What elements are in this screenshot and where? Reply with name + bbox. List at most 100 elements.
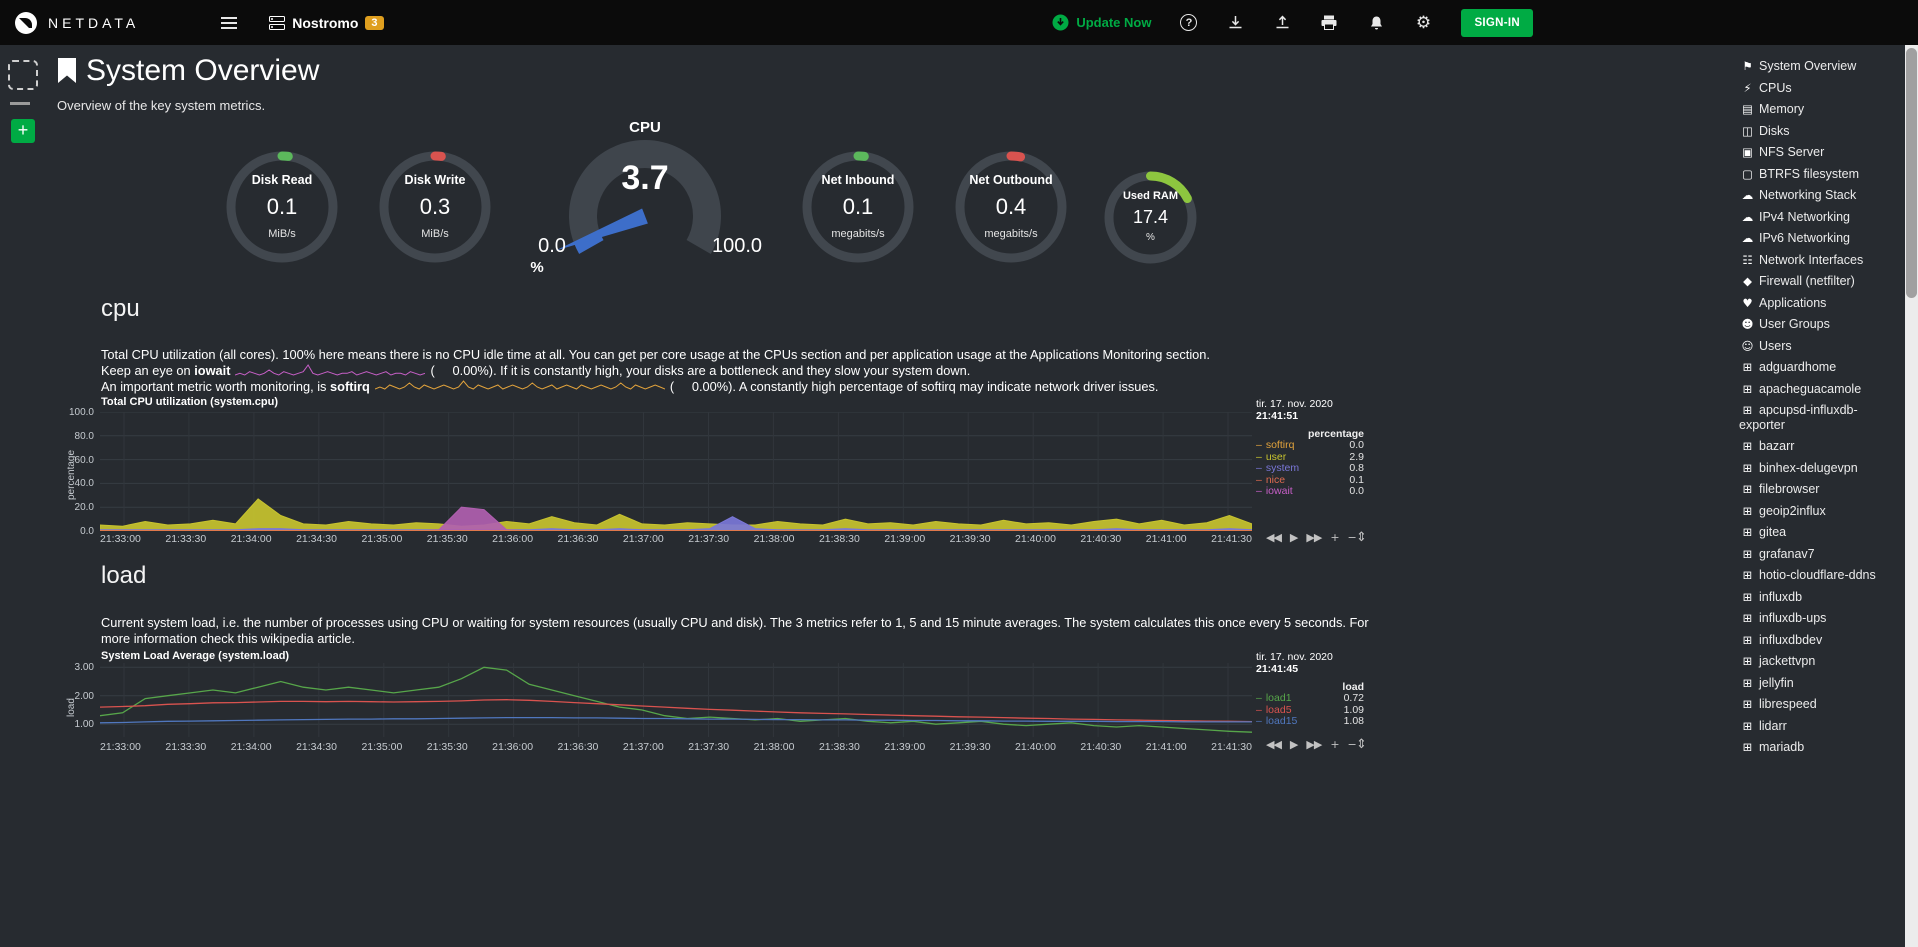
cpu-chart-plot[interactable]: [100, 412, 1252, 531]
gauge-unit: MiB/s: [421, 228, 449, 240]
legend-row-load1[interactable]: – load1 0.72: [1256, 692, 1364, 705]
legend-swatch: –: [1256, 485, 1262, 498]
settings-icon[interactable]: ⚙: [1415, 12, 1432, 33]
sidebar-item-influxdb[interactable]: ⊞ influxdb: [1739, 590, 1901, 605]
sidebar-item-disks[interactable]: ◫ Disks: [1739, 124, 1901, 139]
menu-icon[interactable]: [221, 16, 238, 29]
sidebar-item-librespeed[interactable]: ⊞ librespeed: [1739, 697, 1901, 712]
x-axis-tick: 21:41:00: [1145, 741, 1187, 753]
pan-backward-button[interactable]: ◀◀: [1266, 531, 1282, 544]
sidebar-item-lidarr[interactable]: ⊞ lidarr: [1739, 719, 1901, 734]
sidebar-item-hotio-cloudflare-ddns[interactable]: ⊞ hotio-cloudflare-ddns: [1739, 568, 1901, 583]
sidebar-item-apacheguacamole[interactable]: ⊞ apacheguacamole: [1739, 382, 1901, 397]
zoom-out-button[interactable]: −: [1347, 738, 1357, 751]
node-selector[interactable]: Nostromo 3: [269, 15, 384, 31]
sidebar-item-label: lidarr: [1759, 718, 1787, 733]
gauge-disk-read[interactable]: Disk Read 0.1 MiB/s: [225, 150, 339, 264]
top-bar: NETDATA Nostromo 3 Update Now ? ⚙ SIGN-I…: [0, 0, 1918, 45]
add-button[interactable]: +: [11, 119, 35, 143]
legend-row-iowait[interactable]: – iowait 0.0: [1256, 486, 1364, 498]
cpu-chart-toolbar: ◀◀ ▶ ▶▶ + −: [1266, 531, 1357, 544]
legend-units-header: load: [1342, 681, 1364, 693]
notifications-icon[interactable]: [1367, 14, 1385, 32]
gauge-cpu[interactable]: CPU 3.7 0.0 100.0 %: [510, 115, 780, 290]
chart-resize-handle[interactable]: ⇕: [1356, 530, 1367, 545]
legend-swatch: –: [1256, 439, 1262, 451]
sidebar-item-btrfs-filesystem[interactable]: ▢ BTRFS filesystem: [1739, 167, 1901, 182]
cpu-description-line2: Keep an eye on iowait( 0.00%). If it is …: [101, 363, 971, 378]
zoom-in-button[interactable]: +: [1330, 738, 1339, 751]
gauge-label: Disk Read: [251, 173, 313, 187]
x-axis-tick: 21:41:00: [1145, 533, 1187, 545]
sidebar-item-influxdbdev[interactable]: ⊞ influxdbdev: [1739, 633, 1901, 648]
sidebar-item-firewall-netfilter-[interactable]: ◆ Firewall (netfilter): [1739, 274, 1901, 289]
legend-series-value: 0.1: [1349, 473, 1364, 486]
update-now-button[interactable]: Update Now: [1052, 14, 1151, 31]
app-grid-icon: ⊞: [1742, 460, 1753, 475]
sidebar-item-grafanav7[interactable]: ⊞ grafanav7: [1739, 547, 1901, 562]
pan-backward-button[interactable]: ◀◀: [1266, 738, 1282, 751]
section-heading-cpu: cpu: [101, 295, 140, 322]
play-button[interactable]: ▶: [1289, 738, 1299, 751]
netdata-logo-icon[interactable]: [14, 11, 38, 35]
sidebar-item-gitea[interactable]: ⊞ gitea: [1739, 525, 1901, 540]
sidebar-item-jellyfin[interactable]: ⊞ jellyfin: [1739, 676, 1901, 691]
sidebar-item-applications[interactable]: ♥ Applications: [1739, 296, 1901, 311]
sidebar-item-label: apcupsd-influxdb-exporter: [1739, 403, 1858, 432]
download-icon[interactable]: [1226, 14, 1244, 32]
help-icon[interactable]: ?: [1180, 14, 1198, 31]
sidebar-item-memory[interactable]: ▤ Memory: [1739, 102, 1901, 117]
play-button[interactable]: ▶: [1289, 531, 1299, 544]
legend-row-load5[interactable]: – load5 1.09: [1256, 704, 1364, 717]
legend-row-system[interactable]: – system 0.8: [1256, 463, 1364, 475]
chart-resize-handle[interactable]: ⇕: [1356, 737, 1367, 752]
legend-row-user[interactable]: – user 2.9: [1256, 450, 1364, 464]
scrollbar-thumb[interactable]: [1906, 48, 1917, 298]
ring-arc: [226, 151, 338, 263]
gauge-disk-write[interactable]: Disk Write 0.3 MiB/s: [378, 150, 492, 264]
sidebar-item-binhex-delugevpn[interactable]: ⊞ binhex-delugevpn: [1739, 461, 1901, 476]
sidebar-item-ipv6-networking[interactable]: ☁ IPv6 Networking: [1739, 231, 1901, 246]
sidebar-item-nfs-server[interactable]: ▣ NFS Server: [1739, 145, 1901, 160]
sidebar-item-ipv4-networking[interactable]: ☁ IPv4 Networking: [1739, 210, 1901, 225]
gauge-net-outbound[interactable]: Net Outbound 0.4 megabits/s: [954, 150, 1068, 264]
sidebar-item-user-groups[interactable]: ☻ User Groups: [1739, 317, 1901, 332]
zoom-in-button[interactable]: +: [1330, 531, 1339, 544]
sidebar-item-cpus[interactable]: ⚡ CPUs: [1739, 81, 1901, 96]
sidebar-item-adguardhome[interactable]: ⊞ adguardhome: [1739, 360, 1901, 375]
zoom-out-button[interactable]: −: [1347, 531, 1357, 544]
gauge-used-ram[interactable]: Used RAM 17.4 %: [1103, 170, 1198, 265]
sidebar-item-networking-stack[interactable]: ☁ Networking Stack: [1739, 188, 1901, 203]
sidebar-item-jackettvpn[interactable]: ⊞ jackettvpn: [1739, 654, 1901, 669]
x-axis-tick: 21:33:00: [100, 533, 141, 545]
x-axis-tick: 21:35:00: [361, 533, 403, 545]
sidebar-item-users[interactable]: ☺ Users: [1739, 339, 1901, 354]
pan-forward-button[interactable]: ▶▶: [1306, 531, 1322, 544]
sidebar-item-influxdb-ups[interactable]: ⊞ influxdb-ups: [1739, 611, 1901, 626]
print-icon[interactable]: [1320, 14, 1338, 32]
upload-icon[interactable]: [1273, 14, 1291, 32]
sign-in-button[interactable]: SIGN-IN: [1461, 8, 1533, 37]
legend-swatch: –: [1256, 462, 1262, 475]
legend-row-load15[interactable]: – load15 1.08: [1256, 716, 1364, 728]
legend-row-nice[interactable]: – nice 0.1: [1256, 473, 1364, 487]
scrollbar[interactable]: [1905, 45, 1918, 947]
sidebar-item-bazarr[interactable]: ⊞ bazarr: [1739, 439, 1901, 454]
gauge-net-inbound[interactable]: Net Inbound 0.1 megabits/s: [801, 150, 915, 264]
sidebar-item-label: librespeed: [1759, 697, 1817, 711]
selection-tool-icon[interactable]: [8, 60, 38, 90]
sidebar-item-network-interfaces[interactable]: ☷ Network Interfaces: [1739, 253, 1901, 268]
x-axis-tick: 21:36:00: [492, 533, 534, 545]
pan-forward-button[interactable]: ▶▶: [1306, 738, 1322, 751]
sidebar-item-filebrowser[interactable]: ⊞ filebrowser: [1739, 482, 1901, 497]
alarm-badge[interactable]: 3: [365, 15, 384, 30]
sidebar-item-system-overview[interactable]: ⚑ System Overview: [1739, 59, 1901, 74]
load-chart-plot[interactable]: [100, 663, 1252, 737]
legend-series-value: 0.0: [1349, 485, 1364, 498]
sidebar-item-geoip2influx[interactable]: ⊞ geoip2influx: [1739, 504, 1901, 519]
sidebar-item-apcupsd-influxdb-exporter[interactable]: ⊞ apcupsd-influxdb-exporter: [1739, 403, 1901, 432]
brand-text[interactable]: NETDATA: [48, 14, 140, 31]
legend-series-name: user: [1265, 450, 1287, 463]
sidebar-item-mariadb[interactable]: ⊞ mariadb: [1739, 740, 1901, 755]
legend-row-softirq[interactable]: – softirq 0.0: [1256, 439, 1364, 452]
